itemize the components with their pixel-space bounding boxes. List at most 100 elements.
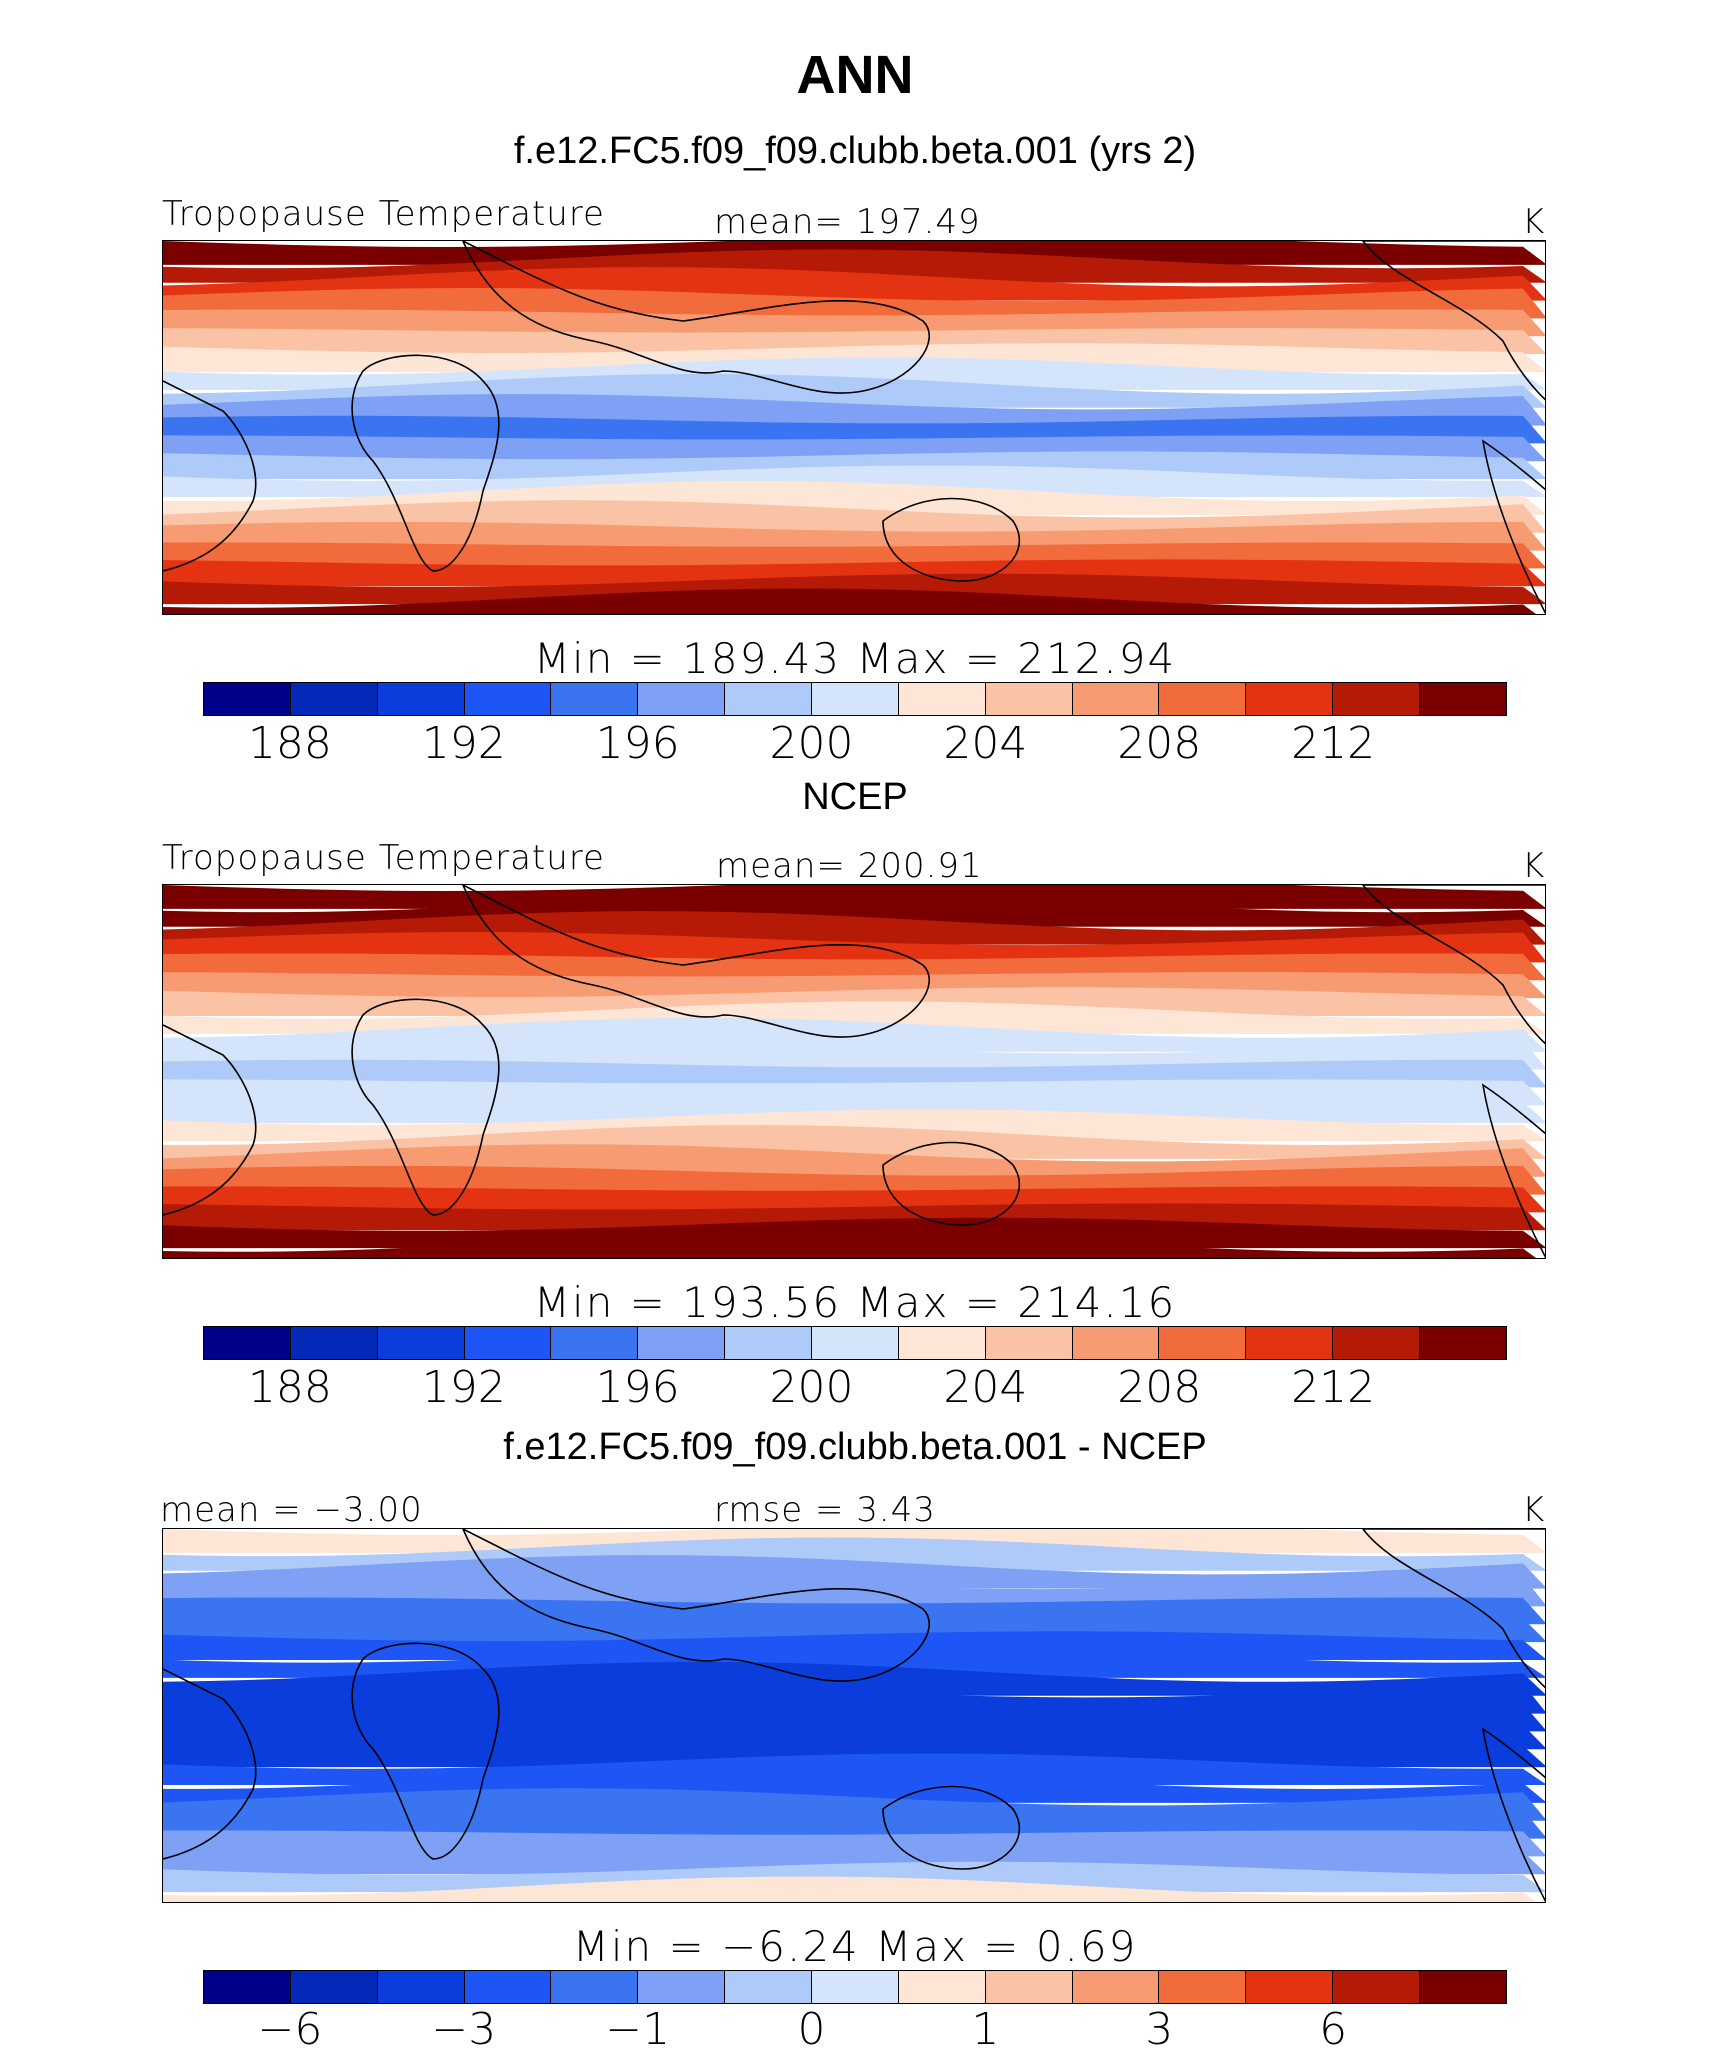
colorbar-tick-label: 204 bbox=[943, 718, 1028, 769]
colorbar-swatch bbox=[725, 1971, 813, 2003]
contour-band bbox=[163, 1876, 1537, 1902]
colorbar-swatch bbox=[377, 1971, 465, 2003]
panel-2-ticks: 188 192 196 200 204 208 212 bbox=[0, 1362, 1710, 1418]
panel-2-colorbar bbox=[203, 1326, 1507, 1360]
colorbar-tick-label: 212 bbox=[1291, 1362, 1376, 1413]
colorbar-tick-label: 196 bbox=[595, 1362, 680, 1413]
coastline bbox=[462, 1529, 930, 1682]
colorbar-swatch bbox=[1246, 1327, 1334, 1359]
panel-2-title: NCEP bbox=[802, 776, 908, 818]
panel-2-map bbox=[162, 884, 1546, 1259]
panel-3-units: K bbox=[1522, 1490, 1546, 1530]
panel-3-center-label: rmse = 3.43 bbox=[714, 1490, 936, 1530]
colorbar-swatch bbox=[1420, 1971, 1506, 2003]
colorbar-swatch bbox=[898, 1327, 986, 1359]
coastline bbox=[882, 1141, 1020, 1226]
colorbar-swatch bbox=[725, 683, 813, 715]
contour-band bbox=[163, 1095, 1545, 1124]
colorbar-swatch bbox=[1159, 1327, 1247, 1359]
coastline bbox=[1481, 439, 1545, 614]
colorbar-tick-label: 196 bbox=[595, 718, 680, 769]
panel-3-colorbar bbox=[203, 1970, 1507, 2004]
colorbar-swatch bbox=[1159, 683, 1247, 715]
colorbar-tick-label: −6 bbox=[257, 2004, 323, 2055]
panel-2-left-label: Tropopause Temperature bbox=[162, 838, 605, 878]
coastline bbox=[882, 497, 1020, 582]
coastline bbox=[462, 241, 930, 394]
page-title: ANN bbox=[796, 45, 914, 105]
colorbar-tick-label: 204 bbox=[943, 1362, 1028, 1413]
colorbar-swatch bbox=[290, 1327, 378, 1359]
coastline bbox=[1361, 241, 1545, 401]
coastline bbox=[351, 1642, 500, 1860]
colorbar-swatch bbox=[551, 1971, 639, 2003]
coastline bbox=[163, 1024, 257, 1216]
colorbar-swatch bbox=[290, 683, 378, 715]
colorbar-swatch bbox=[1246, 1971, 1334, 2003]
colorbar-tick-label: 192 bbox=[421, 1362, 506, 1413]
coastline bbox=[163, 380, 257, 572]
panel-3-stats: Min = −6.24 Max = 0.69 bbox=[572, 1922, 1138, 1971]
contour-band bbox=[163, 1576, 1545, 1607]
colorbar-swatch bbox=[812, 1971, 899, 2003]
colorbar-swatch bbox=[725, 1327, 813, 1359]
colorbar-swatch bbox=[1333, 683, 1421, 715]
panel-3-ticks: −6 −3 −1 0 1 3 6 bbox=[0, 2004, 1710, 2055]
colorbar-swatch bbox=[204, 683, 291, 715]
coastline bbox=[1361, 885, 1545, 1045]
panel-2-units: K bbox=[1522, 846, 1546, 886]
colorbar-swatch bbox=[290, 1971, 378, 2003]
colorbar-swatch bbox=[204, 1971, 291, 2003]
colorbar-swatch bbox=[1072, 1327, 1160, 1359]
contour-band bbox=[163, 932, 1545, 963]
panel-1-ticks: 188 192 196 200 204 208 212 bbox=[0, 718, 1710, 774]
colorbar-swatch bbox=[551, 683, 639, 715]
coastline bbox=[882, 1785, 1020, 1870]
colorbar-tick-label: 208 bbox=[1117, 1362, 1202, 1413]
contour-band bbox=[163, 1232, 1537, 1258]
panel-1-title: f.e12.FC5.f09_f09.clubb.beta.001 (yrs 2) bbox=[513, 130, 1197, 172]
colorbar-swatch bbox=[985, 1327, 1073, 1359]
colorbar-tick-label: 192 bbox=[421, 718, 506, 769]
colorbar-swatch bbox=[985, 1971, 1073, 2003]
coastline bbox=[163, 1668, 257, 1860]
colorbar-swatch bbox=[1072, 683, 1160, 715]
colorbar-swatch bbox=[464, 683, 552, 715]
colorbar-tick-label: 208 bbox=[1117, 718, 1202, 769]
colorbar-tick-label: 188 bbox=[247, 718, 332, 769]
contour-band bbox=[163, 1739, 1545, 1768]
contour-band bbox=[163, 451, 1545, 480]
colorbar-swatch bbox=[812, 1327, 899, 1359]
colorbar-swatch bbox=[898, 683, 986, 715]
colorbar-tick-label: 200 bbox=[769, 718, 854, 769]
colorbar-swatch bbox=[898, 1971, 986, 2003]
colorbar-swatch bbox=[464, 1971, 552, 2003]
colorbar-swatch bbox=[464, 1327, 552, 1359]
colorbar-swatch bbox=[551, 1327, 639, 1359]
coastline bbox=[351, 998, 500, 1216]
coastline bbox=[351, 354, 500, 572]
coastline bbox=[1481, 1727, 1545, 1902]
panel-1-units: K bbox=[1522, 202, 1546, 242]
colorbar-tick-label: 3 bbox=[1145, 2004, 1174, 2055]
contour-band bbox=[163, 288, 1545, 319]
colorbar-swatch bbox=[1246, 683, 1334, 715]
colorbar-tick-label: 1 bbox=[971, 2004, 1000, 2055]
panel-3-left-label: mean = −3.00 bbox=[160, 1490, 423, 1530]
panel-2-stats: Min = 193.56 Max = 214.16 bbox=[533, 1278, 1177, 1327]
colorbar-swatch bbox=[377, 683, 465, 715]
colorbar-tick-label: 200 bbox=[769, 1362, 854, 1413]
panel-1-map bbox=[162, 240, 1546, 615]
colorbar-swatch bbox=[1072, 1971, 1160, 2003]
panel-2-contours bbox=[163, 885, 1545, 1258]
colorbar-swatch bbox=[377, 1327, 465, 1359]
colorbar-swatch bbox=[1420, 683, 1506, 715]
colorbar-tick-label: −3 bbox=[431, 2004, 497, 2055]
colorbar-swatch bbox=[1333, 1971, 1421, 2003]
colorbar-tick-label: 6 bbox=[1319, 2004, 1348, 2055]
colorbar-swatch bbox=[812, 683, 899, 715]
panel-1-contours bbox=[163, 241, 1545, 614]
colorbar-swatch bbox=[985, 683, 1073, 715]
contour-band bbox=[163, 588, 1537, 614]
panel-1-center-label: mean= 197.49 bbox=[714, 202, 981, 242]
